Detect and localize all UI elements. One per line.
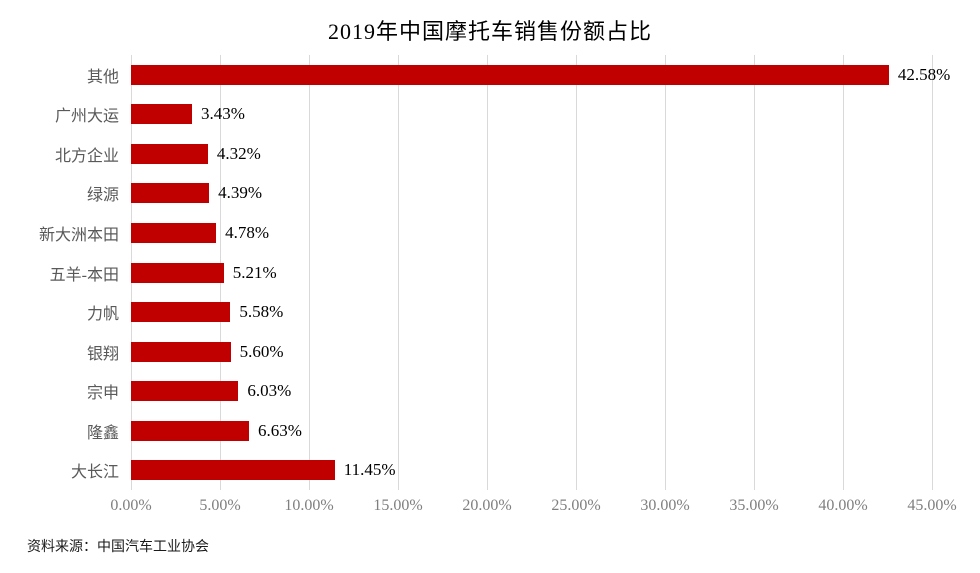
bar bbox=[131, 302, 231, 323]
category-label: 新大洲本田 bbox=[38, 226, 119, 244]
value-label: 6.63% bbox=[258, 420, 302, 440]
value-label: 5.21% bbox=[232, 262, 277, 282]
x-tick-label: 40.00% bbox=[818, 497, 868, 514]
x-tick-label: 15.00% bbox=[373, 497, 423, 514]
bar bbox=[131, 341, 231, 362]
bar-track: 11.45% bbox=[131, 460, 932, 481]
x-tick-label: 25.00% bbox=[551, 497, 601, 514]
bar bbox=[131, 222, 217, 243]
category-label: 其他 bbox=[86, 68, 119, 86]
plot-area: 其他 42.58% 广州大运 3.43% 北方企业 4.32% 绿源 4.39% 新大洲本田 4.… bbox=[0, 55, 980, 490]
value-label: 3.43% bbox=[201, 104, 245, 124]
bar-rows: 其他 42.58% 广州大运 3.43% 北方企业 4.32% 绿源 4.39% 新大洲本田 4.… bbox=[0, 55, 980, 490]
category-label: 宗申 bbox=[86, 385, 119, 403]
bar-row: 绿源 4.39% bbox=[0, 174, 980, 214]
x-axis: 0.00% 5.00% 10.00% 15.00% 20.00% 25.00% 30.00%… bbox=[0, 497, 980, 519]
bar bbox=[131, 183, 210, 204]
category-label: 北方企业 bbox=[54, 147, 119, 165]
bar-row: 北方企业 4.32% bbox=[0, 134, 980, 174]
bar-track: 5.60% bbox=[131, 341, 932, 362]
value-label: 6.03% bbox=[247, 381, 292, 401]
bar-row: 力帆 5.58% bbox=[0, 292, 980, 332]
bar-track: 6.03% bbox=[131, 381, 932, 402]
x-tick-label: 5.00% bbox=[199, 497, 241, 514]
bar-track: 6.63% bbox=[131, 420, 932, 441]
category-label: 五羊-本田 bbox=[49, 266, 119, 284]
category-label: 大长江 bbox=[70, 464, 119, 482]
x-tick-label: 45.00% bbox=[907, 497, 957, 514]
bar-row: 五羊-本田 5.21% bbox=[0, 253, 980, 293]
bar bbox=[131, 104, 193, 125]
bar bbox=[131, 143, 208, 164]
value-label: 5.60% bbox=[239, 341, 284, 361]
value-label: 11.45% bbox=[343, 460, 396, 480]
x-tick-label: 20.00% bbox=[462, 497, 512, 514]
x-tick-label: 30.00% bbox=[640, 497, 690, 514]
gridline bbox=[487, 55, 488, 490]
x-tick-label: 10.00% bbox=[284, 497, 334, 514]
value-label: 4.78% bbox=[225, 222, 269, 242]
bar-row: 银翔 5.60% bbox=[0, 332, 980, 372]
category-label: 广州大运 bbox=[54, 108, 119, 126]
bar-row: 广州大运 3.43% bbox=[0, 95, 980, 135]
category-label: 力帆 bbox=[86, 306, 119, 324]
bar bbox=[131, 420, 249, 441]
bar-track: 42.58% bbox=[131, 64, 950, 85]
bar-row: 新大洲本田 4.78% bbox=[0, 213, 980, 253]
source-note: 资料来源：中国汽车工业协会 bbox=[27, 538, 209, 554]
value-label: 42.58% bbox=[897, 64, 951, 84]
value-label: 4.32% bbox=[216, 143, 261, 163]
bar-track: 4.78% bbox=[131, 222, 932, 243]
value-label: 5.58% bbox=[239, 302, 284, 322]
bar-track: 4.32% bbox=[131, 143, 932, 164]
gridline bbox=[397, 55, 399, 490]
x-tick-label: 0.00% bbox=[110, 497, 152, 514]
gridline bbox=[843, 55, 844, 490]
bar-row: 宗申 6.03% bbox=[0, 371, 980, 411]
x-tick-label: 35.00% bbox=[729, 497, 779, 514]
bar-track: 5.58% bbox=[131, 302, 932, 323]
category-label: 隆鑫 bbox=[86, 424, 119, 442]
bar-track: 5.21% bbox=[131, 262, 932, 283]
gridline bbox=[754, 55, 755, 490]
bar bbox=[131, 262, 224, 283]
gridline bbox=[932, 55, 933, 490]
bar-track: 3.43% bbox=[131, 104, 932, 125]
bar-row: 隆鑫 6.63% bbox=[0, 411, 980, 451]
category-label: 绿源 bbox=[86, 187, 119, 205]
bar-row: 其他 42.58% bbox=[0, 55, 980, 95]
bar bbox=[131, 64, 889, 85]
gridline bbox=[664, 55, 666, 490]
chart-title: 2019年中国摩托车销售份额占比 bbox=[327, 19, 652, 44]
bar bbox=[131, 381, 239, 402]
gridline bbox=[309, 55, 310, 490]
bar bbox=[131, 460, 335, 481]
gridline bbox=[576, 55, 577, 490]
bar-track: 4.39% bbox=[131, 183, 932, 204]
bar-row: 大长江 11.45% bbox=[0, 450, 980, 490]
value-label: 4.39% bbox=[218, 183, 263, 203]
category-label: 银翔 bbox=[86, 345, 119, 363]
